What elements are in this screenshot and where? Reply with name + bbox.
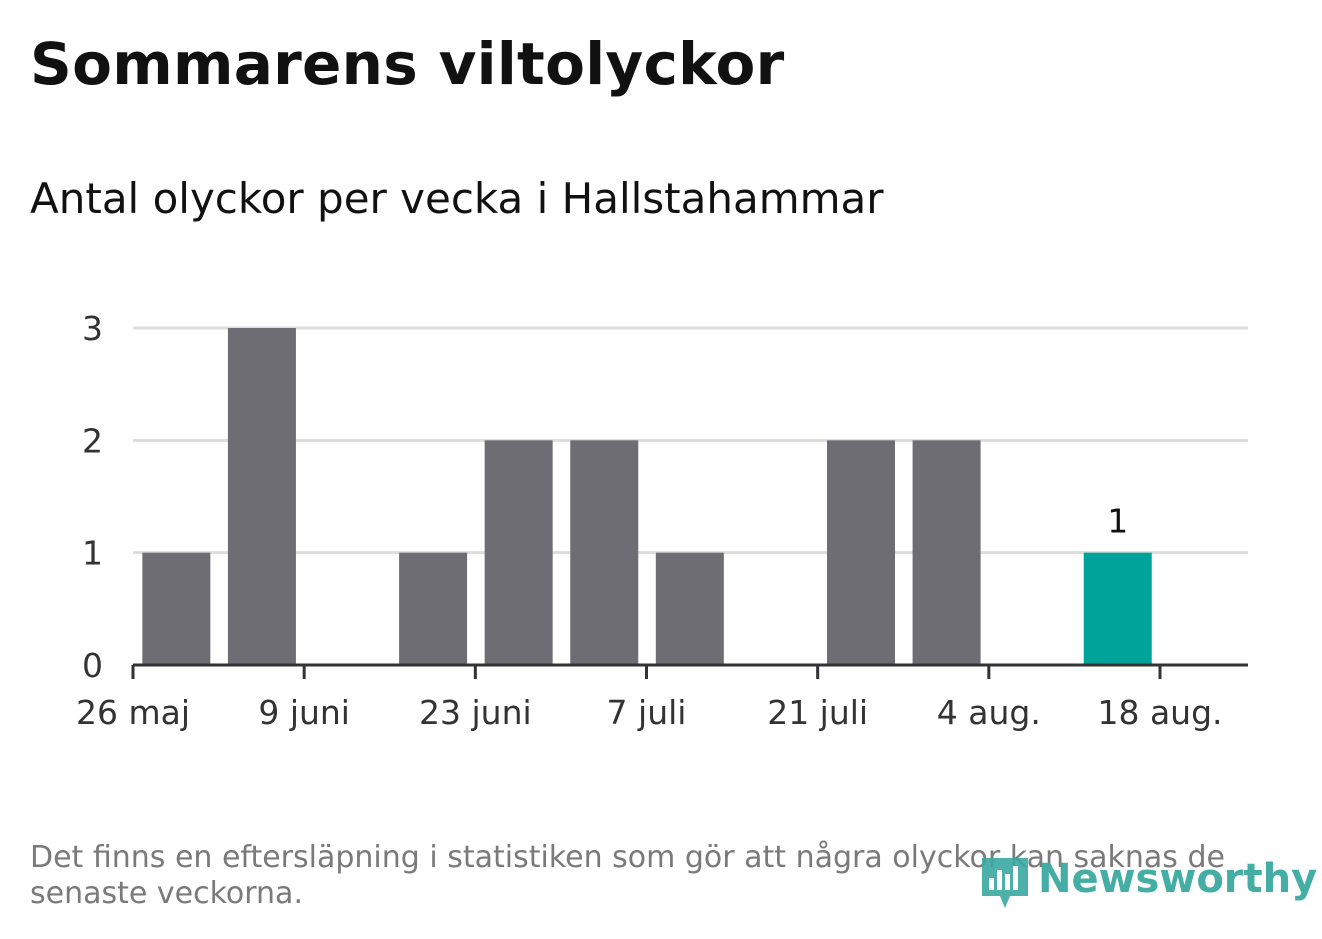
y-tick-label: 2 (82, 421, 103, 460)
bar (484, 440, 553, 665)
highlight-bar (1083, 552, 1152, 665)
bar (570, 440, 639, 665)
y-tick-label: 1 (82, 534, 103, 573)
bar (142, 552, 211, 665)
bar (227, 328, 296, 665)
data-label: 1 (1107, 502, 1128, 541)
bar (827, 440, 895, 665)
x-tick-label: 23 juni (419, 693, 532, 732)
x-tick-label: 21 juli (767, 693, 868, 732)
newsworthy-logo-icon (982, 858, 1028, 908)
x-tick-label: 4 aug. (937, 693, 1041, 732)
x-tick-label: 9 juni (258, 693, 350, 732)
bar-chart: 0 1 2 3 1 26 maj 9 juni 23 juni 7 juli 21 juli 4 a… (76, 309, 1248, 732)
footnote: Det finns en eftersläpning i statistiken… (30, 840, 1225, 911)
y-tick-label: 3 (82, 309, 103, 348)
bar (655, 552, 724, 665)
newsworthy-logo: Newsworthy (980, 848, 1317, 910)
bar (912, 440, 981, 665)
newsworthy-logo-text: Newsworthy (1038, 856, 1318, 902)
x-tick-label: 7 juli (607, 693, 687, 732)
x-tick-label: 18 aug. (1097, 693, 1222, 732)
chart-title: Sommarens viltolyckor (30, 30, 785, 98)
x-tick-label: 26 maj (76, 693, 190, 732)
chart-subtitle: Antal olyckor per vecka i Hallstahammar (30, 174, 884, 223)
bar (399, 552, 468, 665)
y-tick-label: 0 (82, 646, 103, 685)
